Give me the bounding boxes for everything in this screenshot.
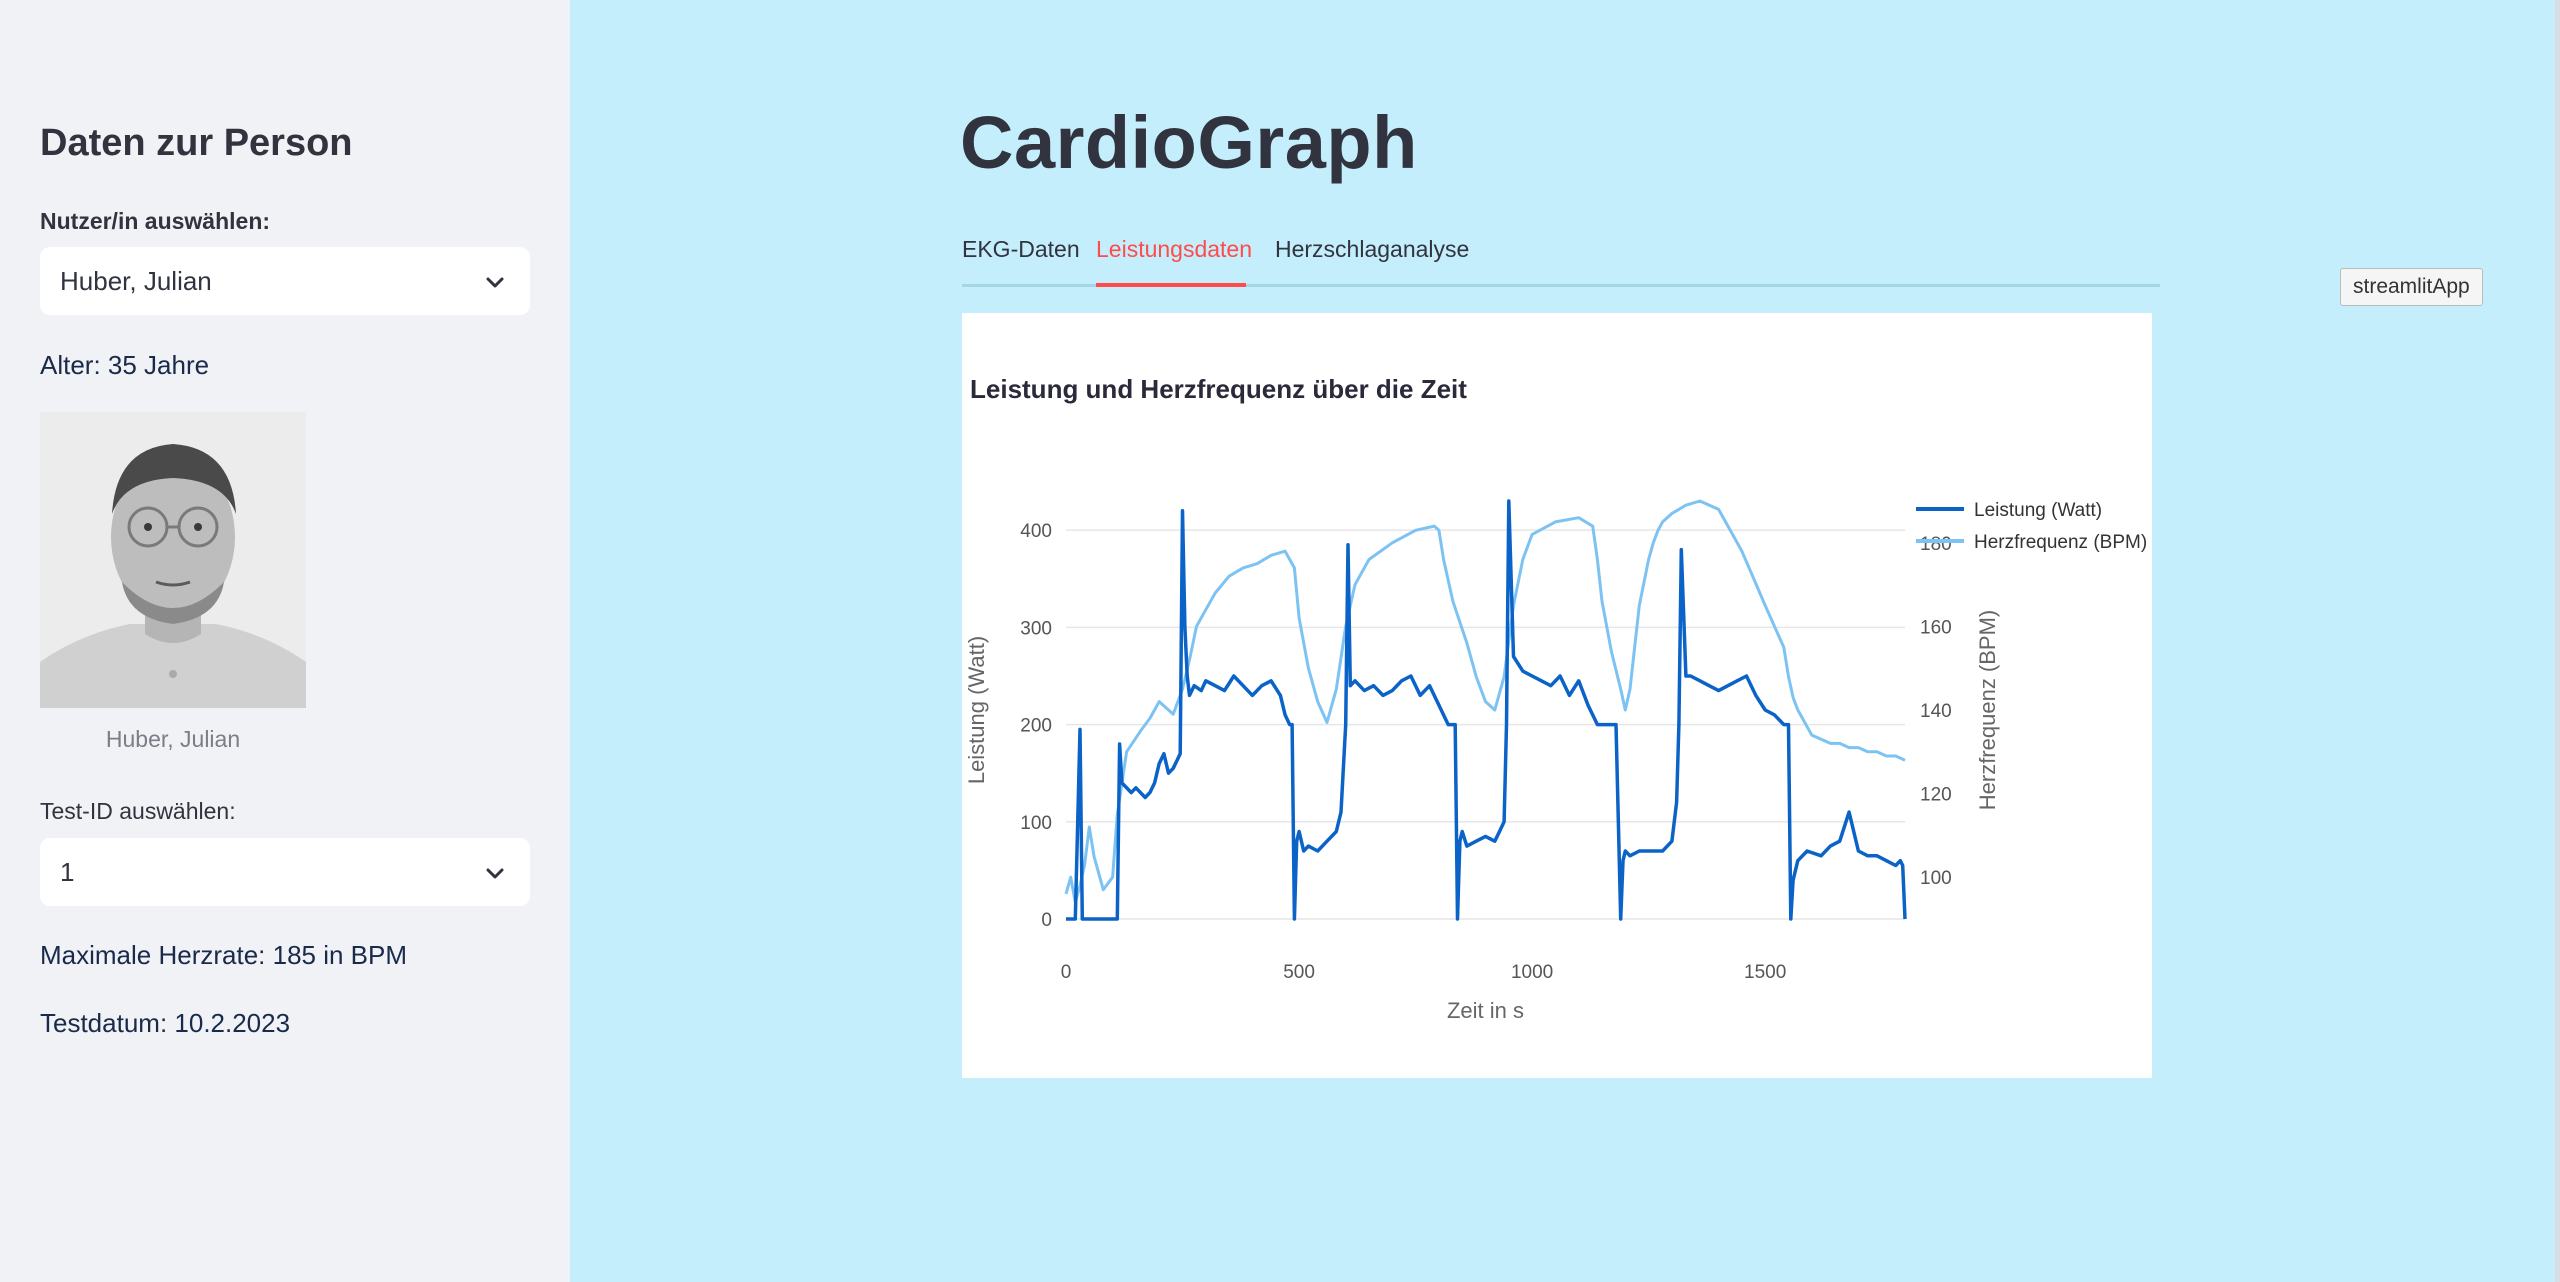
x-tick-label: 0: [1061, 962, 1072, 983]
y2-tick-label: 160: [1920, 617, 1952, 638]
chevron-down-icon: [486, 277, 504, 288]
y2-tick-label: 120: [1920, 785, 1952, 806]
y2-axis-label: Herzfrequenz (BPM): [1975, 610, 2000, 811]
page-title: CardioGraph: [960, 101, 1418, 184]
tab-bar: EKG-Daten Leistungsdaten Herzschlaganaly…: [962, 236, 2160, 286]
active-tab-indicator: [1096, 283, 1246, 287]
test-select-label: Test-ID auswählen:: [40, 798, 236, 824]
x-tick-label: 500: [1283, 962, 1315, 983]
test-date-text: Testdatum: 10.2.2023: [40, 1008, 291, 1038]
chart-lines: [1064, 499, 1907, 921]
user-select-value: Huber, Julian: [60, 266, 212, 296]
tab-divider: [962, 284, 2160, 287]
max-heart-rate-text: Maximale Herzrate: 185 in BPM: [40, 940, 408, 970]
legend-label: Leistung (Watt): [1974, 500, 2102, 521]
photo-caption: Huber, Julian: [105, 726, 241, 752]
y2-tick-label: 100: [1920, 868, 1952, 889]
legend-label: Herzfrequenz (BPM): [1974, 532, 2147, 553]
x-tick-label: 1000: [1511, 962, 1553, 983]
y-tick-label: 400: [1020, 521, 1052, 542]
user-select-label: Nutzer/in auswählen:: [40, 208, 271, 234]
y2-tick-label: 180: [1920, 534, 1952, 555]
person-photo: [40, 412, 306, 708]
heart-rate-series-line: [1064, 499, 1906, 904]
sidebar-title: Daten zur Person: [40, 122, 353, 164]
x-tick-label: 1500: [1744, 962, 1786, 983]
tab-leistungsdaten[interactable]: Leistungsdaten: [1096, 236, 1253, 262]
y2-tick-label: 140: [1920, 701, 1952, 722]
test-select[interactable]: 1: [40, 838, 530, 906]
y-tick-label: 200: [1020, 716, 1052, 737]
test-select-value: 1: [60, 857, 75, 887]
power-heart-rate-chart[interactable]: Leistung und Herzfrequenz über die Zeit …: [962, 313, 2152, 1078]
chart-card: Leistung und Herzfrequenz über die Zeit …: [962, 313, 2152, 1078]
chart-axes: 0 100 200 300 400 100 120 140 160 180 0 500 1000 1500…: [964, 521, 2000, 1023]
y-axis-label: Leistung (Watt): [964, 636, 989, 784]
chart-grid: [1066, 529, 1905, 920]
chart-title: Leistung und Herzfrequenz über die Zeit: [970, 374, 1467, 404]
y-tick-label: 100: [1020, 813, 1052, 834]
app-tooltip: streamlitApp: [2340, 268, 2483, 306]
chart-legend[interactable]: Leistung (Watt) Herzfrequenz (BPM): [1916, 500, 2147, 553]
y-tick-label: 0: [1041, 910, 1052, 931]
user-select[interactable]: Huber, Julian: [40, 247, 530, 315]
x-axis-label: Zeit in s: [1447, 998, 1524, 1023]
tab-ekg-daten[interactable]: EKG-Daten: [962, 236, 1080, 262]
sidebar: Daten zur Person Nutzer/in auswählen: Hu…: [0, 0, 570, 1282]
scrollbar[interactable]: [2555, 0, 2560, 1282]
tab-herzschlaganalyse[interactable]: Herzschlaganalyse: [1275, 236, 1470, 262]
age-text: Alter: 35 Jahre: [40, 350, 210, 380]
chevron-down-icon: [486, 868, 504, 879]
y-tick-label: 300: [1020, 618, 1052, 639]
power-series-line: [1066, 499, 1907, 921]
